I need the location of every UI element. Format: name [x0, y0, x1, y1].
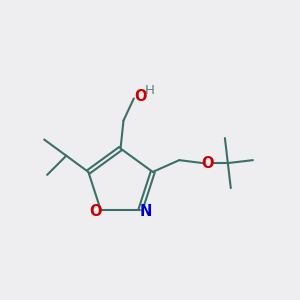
Text: O: O: [201, 156, 214, 171]
Text: O: O: [89, 204, 102, 219]
Text: O: O: [134, 88, 146, 104]
Text: H: H: [145, 84, 155, 97]
Text: N: N: [140, 204, 152, 219]
